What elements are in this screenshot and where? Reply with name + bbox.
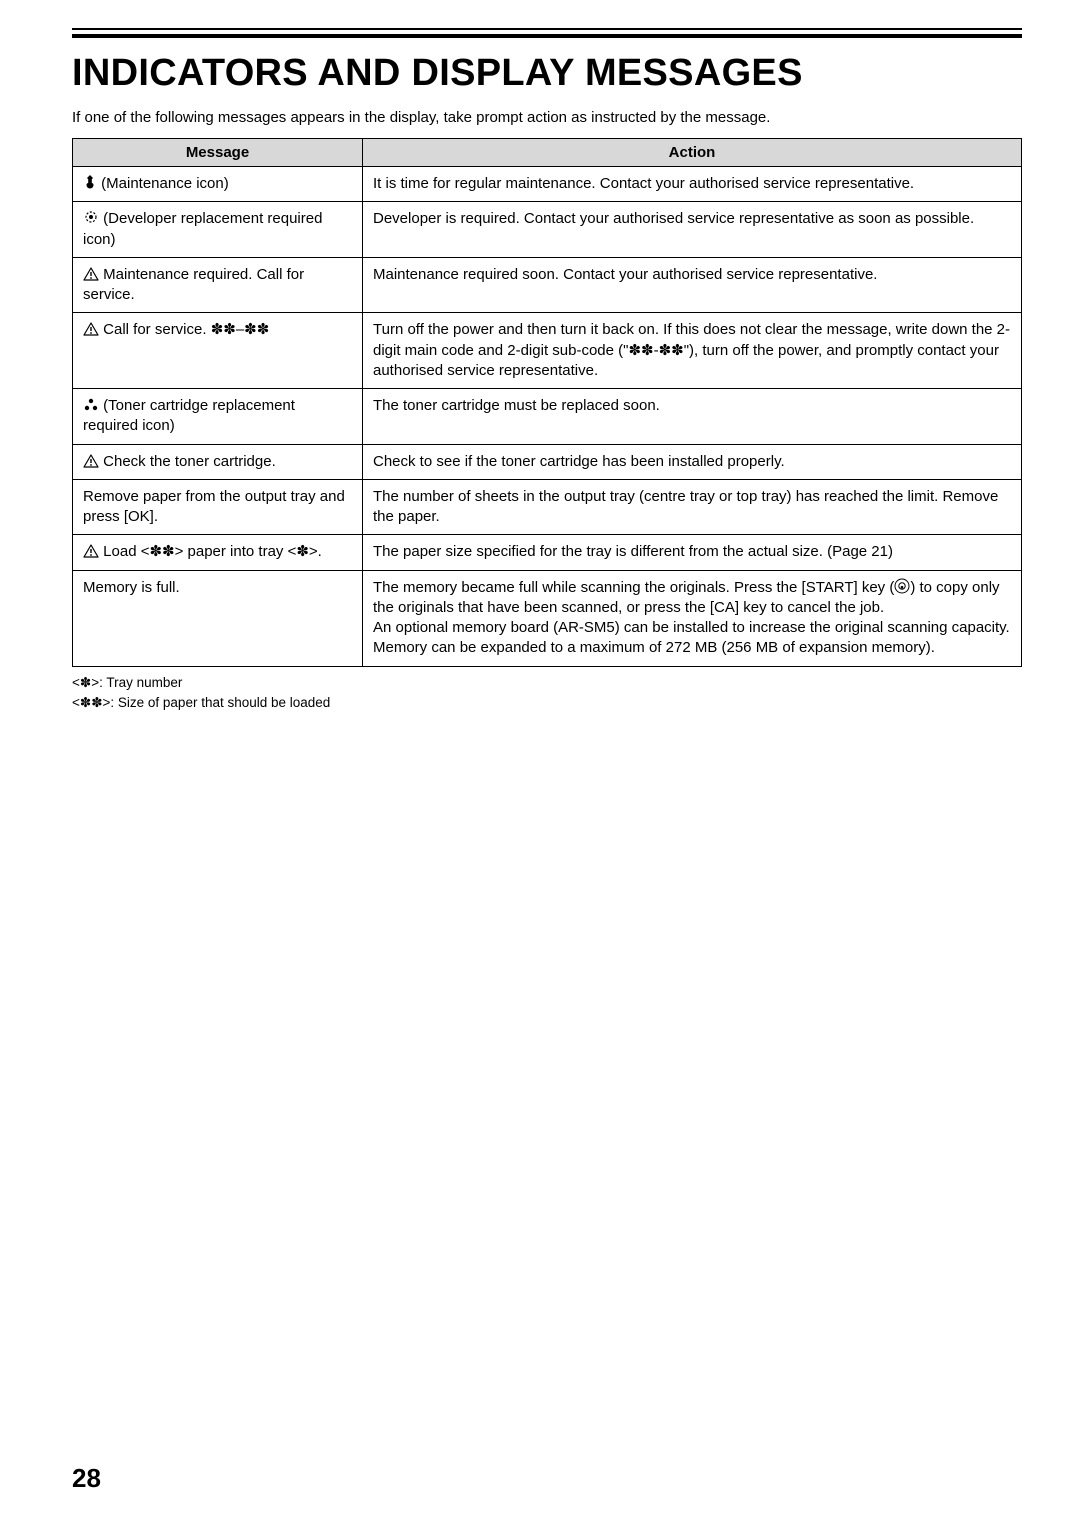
message-cell: Remove paper from the output tray and pr…	[73, 479, 363, 535]
message-text: (Developer replacement required icon)	[83, 210, 322, 247]
maintenance-icon	[83, 174, 97, 190]
message-text: (Toner cartridge replacement required ic…	[83, 397, 295, 434]
warning-icon	[83, 267, 99, 281]
message-text: Memory is full.	[83, 579, 180, 596]
table-row: (Toner cartridge replacement required ic…	[73, 389, 1022, 445]
message-cell: Load <✽✽> paper into tray <✽>.	[73, 535, 363, 570]
message-text: Maintenance required. Call for service.	[83, 266, 304, 303]
message-cell: (Maintenance icon)	[73, 167, 363, 202]
action-cell: The toner cartridge must be replaced soo…	[363, 389, 1022, 445]
header-action: Action	[363, 139, 1022, 167]
header-message: Message	[73, 139, 363, 167]
action-cell: Maintenance required soon. Contact your …	[363, 257, 1022, 313]
action-cell: The number of sheets in the output tray …	[363, 479, 1022, 535]
message-text: (Maintenance icon)	[97, 175, 229, 192]
page-number: 28	[72, 1463, 101, 1494]
developer-icon	[83, 209, 99, 225]
legend: <✽>: Tray number <✽✽>: Size of paper tha…	[72, 673, 1022, 714]
message-text: Check the toner cartridge.	[99, 453, 276, 470]
action-cell: Developer is required. Contact your auth…	[363, 202, 1022, 258]
warning-icon	[83, 454, 99, 468]
message-cell: Maintenance required. Call for service.	[73, 257, 363, 313]
legend-line-1: <✽>: Tray number	[72, 673, 1022, 693]
warning-icon	[83, 544, 99, 558]
table-row: Memory is full. The memory became full wh…	[73, 570, 1022, 666]
toner-icon	[83, 398, 99, 412]
action-cell: It is time for regular maintenance. Cont…	[363, 167, 1022, 202]
warning-icon	[83, 322, 99, 336]
message-text: Remove paper from the output tray and pr…	[83, 488, 345, 525]
table-row: Check the toner cartridge. Check to see i…	[73, 444, 1022, 479]
table-row: (Maintenance icon) It is time for regular…	[73, 167, 1022, 202]
table-row: Call for service. ✽✽–✽✽ Turn off the powe…	[73, 313, 1022, 389]
table-row: Remove paper from the output tray and pr…	[73, 479, 1022, 535]
table-row: (Developer replacement required icon) Dev…	[73, 202, 1022, 258]
message-text: Load <✽✽> paper into tray <✽>.	[99, 543, 322, 560]
table-row: Maintenance required. Call for service. M…	[73, 257, 1022, 313]
message-cell: Call for service. ✽✽–✽✽	[73, 313, 363, 389]
legend-line-2: <✽✽>: Size of paper that should be loade…	[72, 693, 1022, 713]
message-text: Call for service. ✽✽–✽✽	[99, 321, 269, 338]
action-cell: Check to see if the toner cartridge has …	[363, 444, 1022, 479]
action-cell: Turn off the power and then turn it back…	[363, 313, 1022, 389]
message-cell: (Developer replacement required icon)	[73, 202, 363, 258]
table-row: Load <✽✽> paper into tray <✽>. The paper …	[73, 535, 1022, 570]
messages-table: Message Action (Maintenance icon) It is t…	[72, 138, 1022, 667]
message-cell: Check the toner cartridge.	[73, 444, 363, 479]
action-cell: The memory became full while scanning th…	[363, 570, 1022, 666]
intro-text: If one of the following messages appears…	[72, 109, 1022, 126]
message-cell: (Toner cartridge replacement required ic…	[73, 389, 363, 445]
action-cell: The paper size specified for the tray is…	[363, 535, 1022, 570]
message-cell: Memory is full.	[73, 570, 363, 666]
top-rule	[72, 28, 1022, 38]
page-title: INDICATORS AND DISPLAY MESSAGES	[72, 52, 1022, 95]
